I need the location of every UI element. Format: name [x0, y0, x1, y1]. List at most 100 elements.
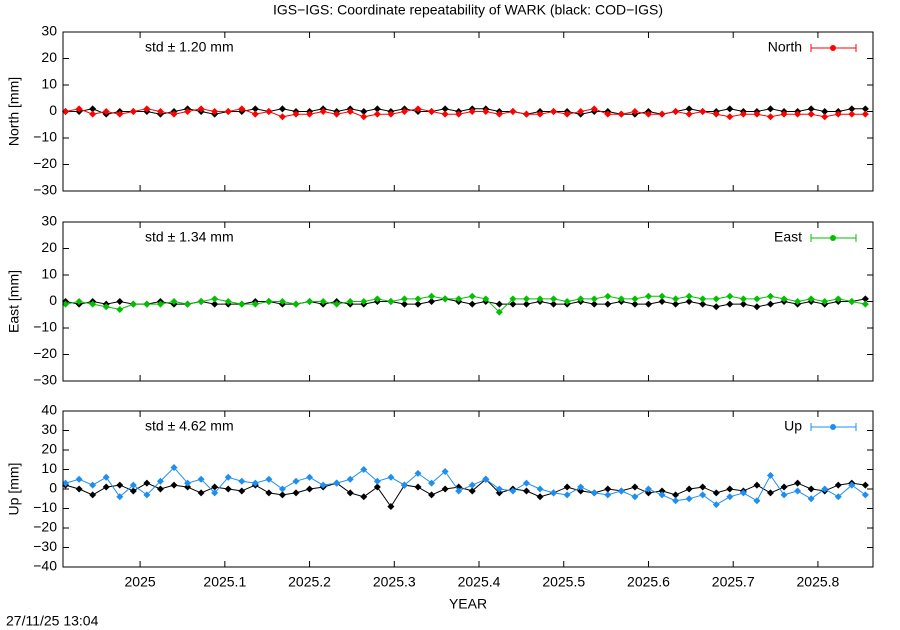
data-point — [224, 473, 232, 481]
data-point — [278, 105, 286, 113]
data-point — [577, 483, 585, 491]
data-point — [333, 110, 341, 118]
data-point — [170, 110, 178, 118]
data-point — [89, 110, 97, 118]
data-point — [807, 495, 815, 503]
data-point — [563, 483, 571, 491]
data-point — [726, 113, 734, 121]
y-tick-label: 30 — [41, 213, 57, 229]
data-point — [102, 473, 110, 481]
data-point — [658, 110, 666, 118]
data-point — [156, 485, 164, 493]
data-point — [861, 491, 869, 499]
data-point — [468, 108, 476, 115]
data-point — [712, 110, 720, 118]
data-point — [834, 295, 842, 303]
data-point — [62, 108, 70, 115]
data-point — [238, 477, 246, 485]
x-tick-label: 2025.2 — [288, 574, 331, 590]
data-point — [319, 481, 327, 489]
data-point — [89, 481, 97, 489]
data-point — [292, 110, 300, 118]
y-axis-label: East [mm] — [6, 270, 22, 333]
data-point — [794, 298, 802, 305]
data-point — [536, 295, 544, 303]
data-point — [89, 300, 97, 308]
data-point — [278, 298, 286, 305]
data-point — [468, 300, 476, 308]
data-point — [604, 110, 612, 118]
data-point — [482, 108, 490, 115]
y-tick-label: −20 — [33, 345, 57, 361]
data-point — [495, 110, 503, 118]
data-point — [129, 481, 137, 489]
data-point — [468, 487, 476, 495]
data-point — [590, 300, 598, 308]
data-point — [495, 485, 503, 493]
data-point — [658, 292, 666, 300]
data-point — [184, 479, 192, 487]
data-point — [116, 110, 124, 118]
data-point — [292, 489, 300, 497]
data-point — [156, 300, 164, 308]
data-point — [306, 473, 314, 481]
x-tick-label: 2025.8 — [797, 574, 840, 590]
x-tick-label: 2025.1 — [203, 574, 246, 590]
data-point — [509, 108, 517, 115]
data-point — [590, 295, 598, 303]
chart-title: IGS−IGS: Coordinate repeatability of WAR… — [273, 2, 663, 18]
data-point — [75, 485, 83, 493]
data-point — [373, 483, 381, 491]
data-point — [62, 300, 70, 308]
data-point — [726, 493, 734, 501]
y-tick-label: −10 — [33, 129, 57, 145]
data-point — [265, 108, 273, 115]
data-point — [644, 300, 652, 308]
data-point — [156, 477, 164, 485]
data-point — [550, 108, 558, 115]
data-point — [672, 497, 680, 505]
y-tick-label: 10 — [41, 460, 57, 476]
data-point — [251, 110, 259, 118]
data-point — [848, 481, 856, 489]
data-point — [360, 466, 368, 473]
legend-marker — [830, 424, 836, 430]
data-point — [631, 295, 639, 303]
data-point — [577, 108, 585, 115]
data-point — [75, 475, 83, 483]
data-point — [238, 105, 246, 113]
data-point — [387, 503, 395, 511]
data-point — [373, 295, 381, 303]
x-tick-label: 2025 — [125, 574, 156, 590]
data-point — [780, 483, 788, 491]
data-point — [631, 483, 639, 491]
data-point — [278, 485, 286, 493]
data-point — [360, 298, 368, 305]
data-point — [766, 292, 774, 300]
legend-marker — [830, 45, 836, 51]
data-point — [672, 491, 680, 499]
data-point — [685, 495, 693, 503]
data-point — [807, 110, 815, 118]
data-point — [441, 110, 449, 118]
data-point — [604, 485, 612, 493]
y-tick-label: 0 — [49, 480, 57, 496]
data-point — [848, 298, 856, 305]
data-point — [726, 300, 734, 308]
x-tick-label: 2025.5 — [542, 574, 585, 590]
data-point — [89, 105, 97, 113]
data-point — [143, 491, 151, 499]
data-point — [617, 487, 625, 495]
data-point — [780, 491, 788, 499]
legend-label: North — [768, 39, 802, 55]
data-point — [495, 308, 503, 316]
data-point — [685, 292, 693, 300]
data-point — [834, 481, 842, 489]
data-point — [278, 491, 286, 499]
data-point — [428, 491, 436, 499]
data-point — [211, 108, 219, 115]
data-point — [346, 475, 354, 483]
data-point — [346, 489, 354, 497]
data-point — [265, 475, 273, 483]
